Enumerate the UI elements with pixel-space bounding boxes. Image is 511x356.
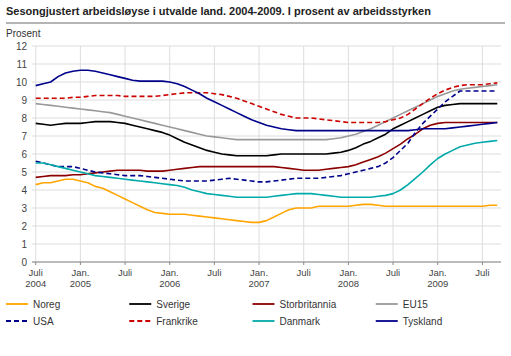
- legend-label: Frankrike: [156, 316, 198, 327]
- y-tick-label: 4: [21, 185, 27, 196]
- title-rule: [6, 23, 505, 24]
- y-tick-label: 6: [21, 149, 27, 160]
- x-tick-label: Jan.2007: [248, 267, 269, 289]
- legend-label: Danmark: [280, 316, 322, 327]
- y-tick-label: 8: [21, 113, 27, 124]
- legend-label: Tyskland: [403, 316, 442, 327]
- series-line: [36, 70, 498, 130]
- title: Sesongjustert arbeidsløyse i utvalde lan…: [6, 5, 431, 17]
- x-grid-line: [35, 46, 36, 262]
- series-line: [36, 179, 498, 222]
- series-line: [36, 91, 498, 182]
- x-grid-line: [259, 46, 260, 262]
- y-tick-label: 9: [21, 95, 27, 106]
- y-grid-line: [32, 190, 501, 191]
- x-tick-label: Juli: [297, 267, 311, 278]
- y-grid-line: [32, 226, 501, 227]
- x-tick-label: Jan.2006: [159, 267, 180, 289]
- legend-swatch: [129, 303, 151, 305]
- y-tick-label: 10: [16, 77, 28, 88]
- x-tick-label: Jan.2009: [427, 267, 448, 289]
- y-grid-line: [32, 82, 501, 83]
- legend-swatch: [6, 320, 28, 322]
- x-tick-label: Juli2004: [25, 267, 46, 289]
- x-axis-line: [32, 262, 501, 263]
- series-line: [36, 83, 498, 123]
- axes: 0123456789101112Juli2004Jan.2005JuliJan.…: [16, 41, 501, 290]
- x-tick-label: Jan.2008: [338, 267, 359, 289]
- x-grid-line: [169, 46, 170, 262]
- legend-swatch: [376, 320, 398, 322]
- y-grid-line: [32, 208, 501, 209]
- legend-label: EU15: [403, 299, 428, 310]
- y-tick-label: 1: [21, 239, 27, 250]
- legend-label: USA: [33, 316, 54, 327]
- x-tick-label: Juli: [118, 267, 132, 278]
- chart: Sesongjustert arbeidsløyse i utvalde lan…: [0, 0, 511, 356]
- y-tick-label: 11: [17, 59, 28, 70]
- y-grid-line: [32, 118, 501, 119]
- series-line: [36, 85, 498, 140]
- y-tick-label: 0: [21, 257, 27, 268]
- series-line: [36, 123, 498, 178]
- legend-swatch: [253, 320, 275, 322]
- x-grid-line: [214, 46, 215, 262]
- legend-swatch: [129, 320, 151, 322]
- x-tick-label: Juli: [386, 267, 400, 278]
- x-grid-line: [80, 46, 81, 262]
- x-grid-line: [348, 46, 349, 262]
- y-grid-line: [32, 46, 501, 47]
- legend-swatch: [376, 303, 398, 305]
- legend-label: Noreg: [33, 299, 60, 310]
- x-grid-line: [437, 46, 438, 262]
- y-tick-label: 12: [16, 41, 28, 52]
- legend-label: Sverige: [156, 299, 190, 310]
- x-tick-label: Juli: [207, 267, 221, 278]
- y-grid-line: [32, 262, 501, 263]
- legend-label: Storbritannia: [280, 299, 337, 310]
- legend-swatch: [253, 303, 275, 305]
- x-grid-line: [482, 46, 483, 262]
- y-tick-label: 7: [21, 131, 27, 142]
- y-grid-line: [32, 64, 501, 65]
- x-tick-label: Juli: [475, 267, 489, 278]
- lines: [36, 70, 498, 222]
- y-axis-label: Prosent: [6, 28, 41, 39]
- y-tick-label: 2: [21, 221, 27, 232]
- x-tick-label: Jan.2005: [70, 267, 91, 289]
- series-line: [36, 141, 498, 198]
- x-grid-line: [393, 46, 394, 262]
- y-tick-label: 3: [21, 203, 27, 214]
- legend-swatch: [6, 303, 28, 305]
- y-grid-line: [32, 244, 501, 245]
- y-grid-line: [32, 154, 501, 155]
- legend: Noreg Sverige Storbritannia EU15 USA Frankrik…: [6, 299, 442, 327]
- y-grid-line: [32, 136, 501, 137]
- grid: [32, 46, 501, 262]
- y-tick-label: 5: [21, 167, 27, 178]
